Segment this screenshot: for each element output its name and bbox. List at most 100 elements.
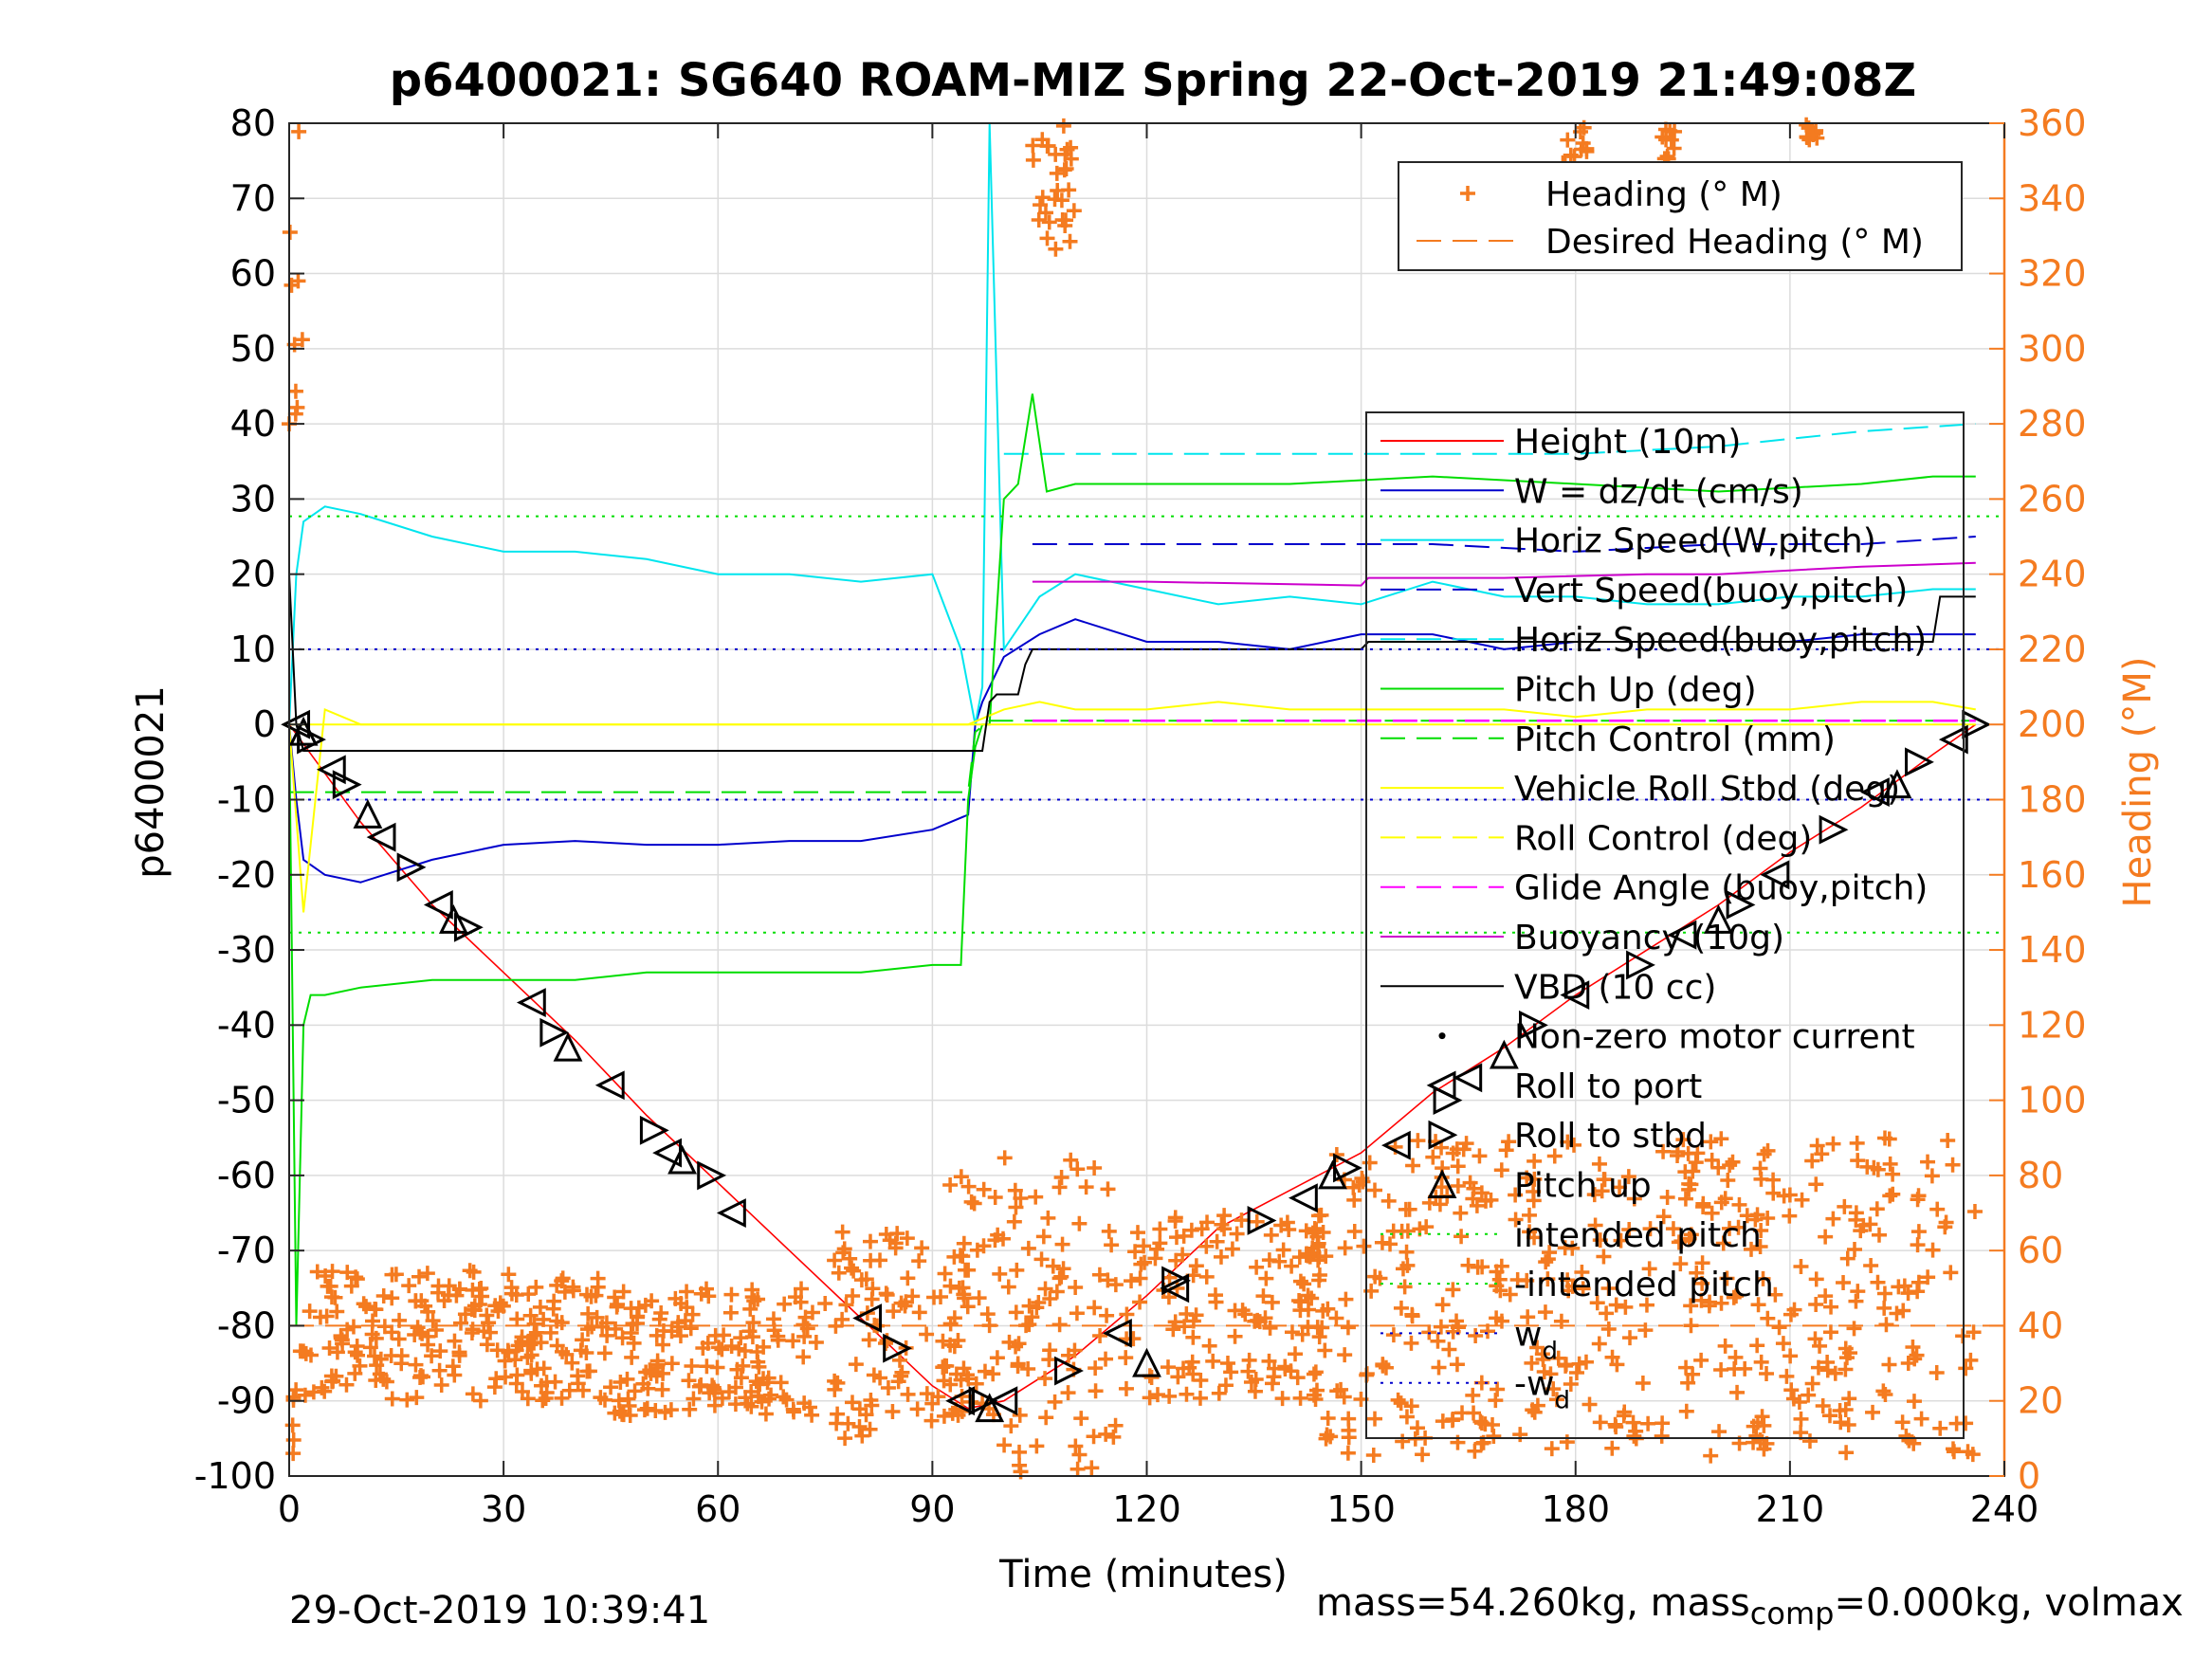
heading-point [564, 1355, 580, 1371]
heading-point [411, 1268, 428, 1285]
heading-point [1625, 1414, 1641, 1431]
heading-point [773, 1375, 789, 1391]
x-tick-label: 210 [1756, 1488, 1825, 1530]
heading-point [1444, 1413, 1460, 1429]
series-line-11 [288, 574, 1976, 752]
roll-to-port-marker [1102, 1318, 1132, 1348]
heading-point [1755, 1270, 1771, 1286]
heading-point [1670, 1147, 1686, 1163]
heading-point [830, 1406, 846, 1422]
heading-point [846, 1263, 862, 1279]
heading-point [785, 1333, 801, 1349]
heading-point [834, 1224, 850, 1240]
footer-mass-suffix: =0.000kg, volmax [1834, 1581, 2184, 1625]
heading-point [347, 1344, 363, 1360]
heading-point [711, 1340, 727, 1356]
heading-point [842, 1250, 858, 1267]
heading-point [578, 1345, 594, 1361]
heading-point [1767, 1286, 1783, 1303]
heading-point [1275, 1242, 1291, 1258]
heading-point [1107, 1277, 1124, 1293]
heading-point [1168, 1252, 1184, 1268]
heading-point [1808, 1271, 1824, 1287]
heading-point [447, 1367, 463, 1383]
heading-point [1801, 1433, 1818, 1449]
heading-point [1078, 1179, 1094, 1195]
heading-point [1750, 1297, 1766, 1313]
heading-point [845, 1287, 861, 1304]
heading-point [1946, 1444, 1962, 1460]
heading-point [1753, 1354, 1769, 1370]
heading-point [1596, 1172, 1612, 1188]
heading-point [1571, 1356, 1587, 1372]
heading-point [862, 1421, 878, 1437]
heading-point [1626, 1191, 1642, 1207]
heading-point [1910, 1274, 1927, 1290]
heading-point [1666, 140, 1682, 156]
heading-point [1118, 1350, 1134, 1366]
heading-point [862, 1233, 878, 1249]
heading-point [1493, 1258, 1509, 1274]
heading-point [1201, 1338, 1217, 1354]
heading-point [1801, 1387, 1817, 1403]
heading-point [1063, 139, 1079, 155]
heading-point [1910, 1224, 1927, 1240]
legend-label: Vert Speed(buoy,pitch) [1514, 572, 1908, 611]
heading-point [880, 1380, 896, 1396]
heading-point [1744, 1241, 1759, 1257]
heading-point [1039, 230, 1055, 246]
heading-point [1177, 1319, 1193, 1335]
heading-point [1143, 1370, 1160, 1386]
heading-point [872, 1252, 888, 1268]
heading-point [1466, 1405, 1482, 1421]
heading-point [356, 1296, 372, 1312]
heading-point [1053, 1170, 1069, 1186]
heading-point [1655, 1209, 1672, 1225]
heading-point [619, 1371, 635, 1387]
heading-point [1462, 1175, 1478, 1191]
roll-to-port-marker [988, 1386, 1018, 1416]
heading-point [283, 277, 300, 293]
heading-point [1895, 1303, 1911, 1319]
heading-point [1309, 1320, 1325, 1336]
heading-point [1009, 1262, 1025, 1278]
heading-point [1680, 1375, 1696, 1391]
x-tick-label: 0 [278, 1488, 301, 1530]
heading-point [1966, 1203, 1983, 1219]
heading-point [1818, 1288, 1834, 1304]
roll-to-port-marker [594, 1070, 625, 1101]
heading-point [1049, 165, 1065, 181]
heading-point [1760, 1310, 1776, 1326]
heading-point [1628, 1423, 1644, 1439]
heading-point [738, 1390, 754, 1406]
heading-point [1468, 1328, 1484, 1344]
heading-point [1127, 1244, 1143, 1260]
heading-point [1066, 203, 1082, 219]
heading-point [1365, 1448, 1381, 1464]
heading-point [375, 1288, 392, 1304]
heading-point [1149, 1387, 1165, 1403]
heading-point [1667, 123, 1683, 139]
heading-point [329, 1304, 345, 1320]
heading-point [1963, 1352, 1979, 1368]
heading-point [1596, 1249, 1612, 1265]
pitch-up-marker [1489, 1039, 1519, 1069]
heading-point [654, 1381, 670, 1397]
heading-point [1673, 1256, 1689, 1272]
heading-point [1241, 1352, 1257, 1368]
heading-point [1850, 1153, 1866, 1169]
heading-point [1508, 1212, 1524, 1228]
heading-point [1307, 1221, 1323, 1237]
heading-point [1289, 1370, 1306, 1386]
heading-point [1586, 1187, 1602, 1203]
roll-to-port-marker [366, 822, 396, 852]
heading-point [721, 1384, 737, 1400]
heading-point [1677, 1164, 1693, 1180]
heading-point [1804, 1376, 1820, 1392]
heading-point [1525, 1402, 1541, 1418]
y-tick-label-right: 0 [2018, 1455, 2040, 1497]
heading-point [1896, 1278, 1912, 1294]
heading-point [1765, 1185, 1782, 1201]
heading-point [1367, 1268, 1383, 1285]
heading-point [653, 1304, 669, 1321]
